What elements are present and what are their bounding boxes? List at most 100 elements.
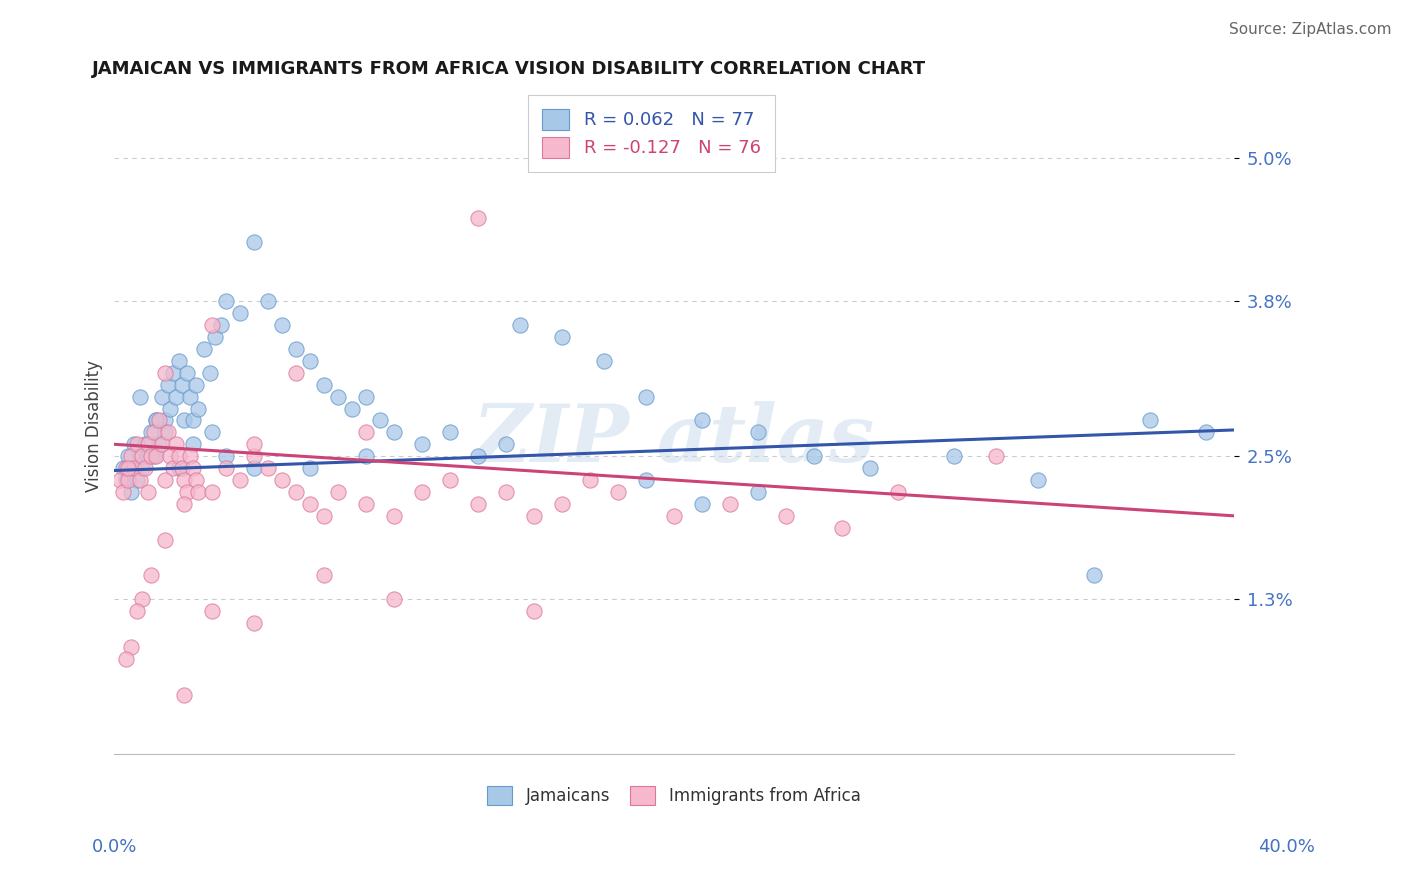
Text: 40.0%: 40.0% bbox=[1258, 838, 1315, 855]
Point bbox=[662, 508, 685, 523]
Point bbox=[162, 461, 184, 475]
Point bbox=[201, 318, 224, 332]
Point bbox=[159, 401, 181, 416]
Point bbox=[142, 425, 165, 440]
Point bbox=[209, 318, 232, 332]
Point bbox=[411, 437, 433, 451]
Point bbox=[153, 425, 176, 440]
Point bbox=[167, 449, 190, 463]
Point bbox=[495, 437, 517, 451]
Point bbox=[156, 377, 179, 392]
Point bbox=[243, 449, 266, 463]
Point bbox=[328, 390, 350, 404]
Point bbox=[314, 568, 336, 582]
Point bbox=[257, 461, 280, 475]
Point bbox=[467, 449, 489, 463]
Point bbox=[165, 390, 187, 404]
Point bbox=[382, 592, 405, 607]
Point bbox=[173, 688, 195, 702]
Point bbox=[354, 425, 377, 440]
Point bbox=[136, 485, 159, 500]
Point bbox=[159, 449, 181, 463]
Point bbox=[229, 306, 252, 320]
Point bbox=[634, 473, 657, 487]
Point bbox=[1083, 568, 1105, 582]
Point bbox=[229, 473, 252, 487]
Point bbox=[243, 437, 266, 451]
Point bbox=[111, 485, 134, 500]
Text: JAMAICAN VS IMMIGRANTS FROM AFRICA VISION DISABILITY CORRELATION CHART: JAMAICAN VS IMMIGRANTS FROM AFRICA VISIO… bbox=[91, 60, 927, 78]
Point bbox=[181, 461, 204, 475]
Point bbox=[243, 235, 266, 249]
Point bbox=[176, 485, 198, 500]
Point bbox=[299, 354, 322, 368]
Point bbox=[354, 390, 377, 404]
Legend: Jamaicans, Immigrants from Africa: Jamaicans, Immigrants from Africa bbox=[481, 779, 868, 812]
Point bbox=[551, 330, 574, 344]
Point bbox=[134, 437, 156, 451]
Point bbox=[215, 294, 238, 309]
Point bbox=[354, 497, 377, 511]
Point bbox=[167, 461, 190, 475]
Point bbox=[193, 342, 215, 356]
Point bbox=[187, 401, 209, 416]
Point bbox=[148, 437, 170, 451]
Point bbox=[184, 473, 207, 487]
Point bbox=[165, 437, 187, 451]
Point bbox=[187, 485, 209, 500]
Point bbox=[108, 473, 131, 487]
Text: ZIP atlas: ZIP atlas bbox=[472, 401, 875, 478]
Point bbox=[1194, 425, 1216, 440]
Text: 0.0%: 0.0% bbox=[91, 838, 136, 855]
Point bbox=[467, 497, 489, 511]
Point bbox=[156, 425, 179, 440]
Point bbox=[271, 473, 294, 487]
Point bbox=[523, 604, 546, 618]
Point bbox=[184, 377, 207, 392]
Point bbox=[136, 449, 159, 463]
Point bbox=[579, 473, 602, 487]
Point bbox=[439, 473, 461, 487]
Point bbox=[382, 508, 405, 523]
Point bbox=[257, 294, 280, 309]
Point bbox=[176, 366, 198, 380]
Point bbox=[271, 318, 294, 332]
Point bbox=[593, 354, 616, 368]
Point bbox=[128, 473, 150, 487]
Point bbox=[328, 485, 350, 500]
Point bbox=[111, 461, 134, 475]
Point bbox=[775, 508, 797, 523]
Point bbox=[120, 485, 142, 500]
Point bbox=[142, 449, 165, 463]
Point bbox=[173, 497, 195, 511]
Point bbox=[173, 413, 195, 427]
Point bbox=[131, 592, 153, 607]
Point bbox=[125, 437, 148, 451]
Point bbox=[114, 652, 136, 666]
Point bbox=[690, 413, 713, 427]
Point bbox=[125, 604, 148, 618]
Point bbox=[747, 485, 769, 500]
Point bbox=[117, 449, 139, 463]
Point bbox=[1026, 473, 1049, 487]
Point bbox=[153, 473, 176, 487]
Point bbox=[139, 425, 162, 440]
Point bbox=[150, 390, 173, 404]
Point bbox=[153, 533, 176, 547]
Point bbox=[382, 425, 405, 440]
Point bbox=[136, 437, 159, 451]
Point bbox=[139, 568, 162, 582]
Point bbox=[859, 461, 882, 475]
Point bbox=[114, 461, 136, 475]
Point bbox=[114, 473, 136, 487]
Point bbox=[495, 485, 517, 500]
Point bbox=[125, 473, 148, 487]
Point bbox=[984, 449, 1007, 463]
Point bbox=[170, 461, 193, 475]
Point bbox=[120, 640, 142, 654]
Point bbox=[285, 366, 308, 380]
Point bbox=[198, 366, 221, 380]
Point bbox=[285, 485, 308, 500]
Point bbox=[551, 497, 574, 511]
Point bbox=[523, 508, 546, 523]
